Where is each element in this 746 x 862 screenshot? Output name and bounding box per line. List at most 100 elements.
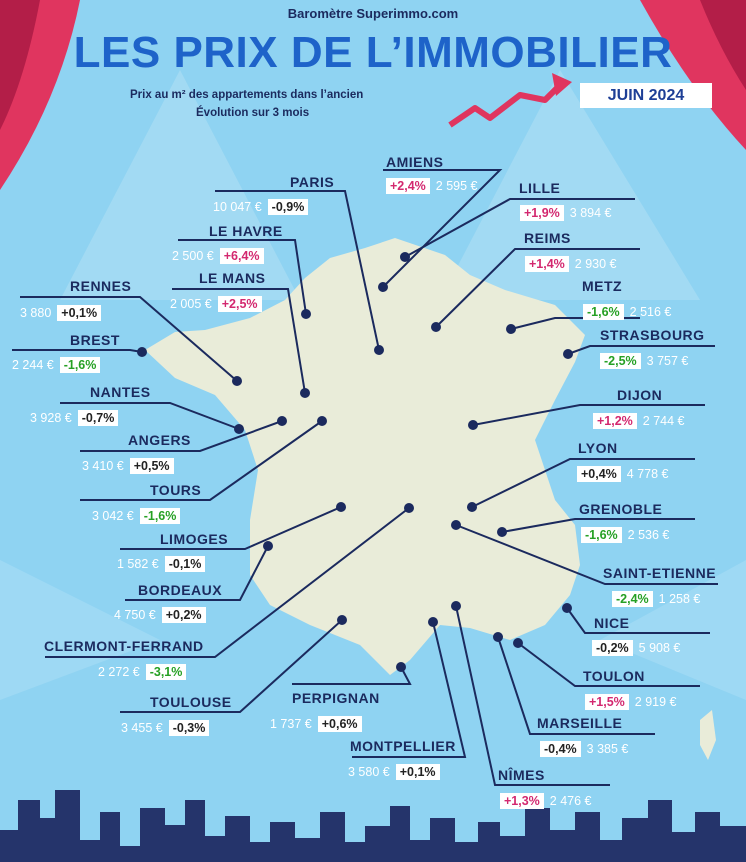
city-dot-strasbourg (563, 349, 573, 359)
city-name-limoges: LIMOGES (160, 531, 229, 547)
city-dot-limoges (336, 502, 346, 512)
leader-line-bordeaux (125, 545, 269, 601)
city-dot-nice (562, 603, 572, 613)
left-curtain-shade (0, 0, 40, 130)
leader-line-lille (404, 198, 635, 258)
right-curtain-shade (700, 0, 746, 90)
city-name-perpignan: PERPIGNAN (292, 690, 380, 706)
city-name-toulouse: TOULOUSE (150, 694, 232, 710)
price-per-sqm: 3 042 € (92, 509, 134, 523)
city-name-brest: BREST (70, 332, 120, 348)
change-badge: -2,5% (600, 353, 641, 369)
change-badge: -1,6% (581, 527, 622, 543)
change-badge: -0,4% (540, 741, 581, 757)
leader-line-nîmes (455, 605, 610, 786)
change-badge: +0,2% (161, 607, 206, 623)
leader-lines (12, 169, 718, 786)
city-values-clermont-ferrand: 2 272 € -3,1% (98, 664, 187, 680)
city-values-le-mans: 2 005 € +2,5% (170, 296, 262, 312)
city-values-brest: 2 244 € -1,6% (12, 357, 101, 373)
source-label: Baromètre Superimmo.com (287, 6, 459, 21)
city-values-tours: 3 042 € -1,6% (92, 508, 181, 524)
city-dot-nîmes (451, 601, 461, 611)
leader-line-perpignan (292, 666, 412, 685)
change-badge: +0,4% (577, 466, 621, 482)
city-values-grenoble: -1,6% 2 536 € (581, 527, 669, 543)
city-values-montpellier: 3 580 € +0,1% (348, 764, 440, 780)
price-per-sqm: 3 880 (20, 306, 52, 320)
leader-line-montpellier (352, 621, 467, 758)
spotlight-beam (60, 70, 300, 300)
city-skyline (0, 790, 746, 862)
city-dot-clermont-ferrand (404, 503, 414, 513)
city-name-toulon: TOULON (583, 668, 645, 684)
change-badge: -0,2% (592, 640, 633, 656)
leader-line-toulon (517, 642, 700, 687)
price-per-sqm: 2 272 € (98, 665, 140, 679)
city-name-nice: NICE (594, 615, 630, 631)
city-values-nice: -0,2% 5 908 € (592, 640, 680, 656)
page-title: LES PRIX DE L’IMMOBILIER (73, 28, 673, 77)
city-name-clermont-ferrand: CLERMONT-FERRAND (44, 638, 204, 654)
change-badge: +6,4% (219, 248, 264, 264)
city-dot-angers (277, 416, 287, 426)
spotlight-beam (440, 70, 700, 300)
change-badge: -3,1% (145, 664, 187, 680)
city-dot-lyon (467, 502, 477, 512)
change-badge: +2,4% (386, 178, 430, 194)
price-per-sqm: 2 919 € (634, 695, 677, 709)
city-values-reims: +1,4% 2 930 € (525, 256, 617, 272)
city-dot-montpellier (428, 617, 438, 627)
price-per-sqm: 2 244 € (12, 358, 54, 372)
city-dot-saint-etienne (451, 520, 461, 530)
leader-line-clermont-ferrand (45, 507, 410, 658)
price-per-sqm: 2 500 € (172, 249, 214, 263)
city-dot-perpignan (396, 662, 406, 672)
city-values-rennes: 3 880 +0,1% (20, 305, 102, 321)
city-dot-rennes (232, 376, 242, 386)
leader-line-le-havre (178, 239, 307, 315)
city-name-bordeaux: BORDEAUX (138, 582, 223, 598)
price-per-sqm: 3 928 € (30, 411, 72, 425)
leader-line-brest (12, 349, 143, 353)
city-dot-lille (400, 252, 410, 262)
change-badge: +0,1% (395, 764, 440, 780)
subtitle-line-1: Prix au m² des appartements dans l’ancie… (130, 89, 364, 101)
city-name-marseille: MARSEILLE (537, 715, 623, 731)
city-dot-tours (317, 416, 327, 426)
price-per-sqm: 4 750 € (114, 608, 156, 622)
city-name-reims: REIMS (524, 230, 571, 246)
price-per-sqm: 3 894 € (569, 206, 612, 220)
growth-arrow-head-icon (552, 73, 572, 96)
city-values-perpignan: 1 737 € +0,6% (270, 716, 362, 732)
spotlight-beam (600, 560, 746, 700)
price-per-sqm: 1 582 € (117, 557, 159, 571)
city-values-marseille: -0,4% 3 385 € (540, 741, 628, 757)
change-badge: +0,6% (317, 716, 362, 732)
city-dot-le-mans (300, 388, 310, 398)
france-map (145, 238, 585, 675)
change-badge: +1,2% (593, 413, 637, 429)
leader-line-angers (80, 420, 283, 452)
leader-line-paris (215, 190, 380, 351)
change-badge: -1,6% (59, 357, 101, 373)
date-badge: JUIN 2024 (580, 83, 712, 108)
city-values-le-havre: 2 500 € +6,4% (172, 248, 264, 264)
city-values-bordeaux: 4 750 € +0,2% (114, 607, 206, 623)
city-dot-amiens (378, 282, 388, 292)
city-name-rennes: RENNES (70, 278, 132, 294)
city-values-nîmes: +1,3% 2 476 € (500, 793, 592, 809)
change-badge: +2,5% (217, 296, 262, 312)
city-markers (137, 252, 573, 672)
city-name-lyon: LYON (578, 440, 618, 456)
city-values-lille: +1,9% 3 894 € (520, 205, 612, 221)
city-values-toulouse: 3 455 € -0,3% (121, 720, 210, 736)
price-per-sqm: 1 258 € (658, 592, 701, 606)
city-values-amiens: +2,4% 2 595 € (386, 178, 478, 194)
leader-line-lyon (471, 458, 695, 508)
price-per-sqm: 3 580 € (348, 765, 390, 779)
city-values-lyon: +0,4% 4 778 € (577, 466, 669, 482)
leader-line-le-mans (172, 288, 306, 394)
city-dot-nantes (234, 424, 244, 434)
